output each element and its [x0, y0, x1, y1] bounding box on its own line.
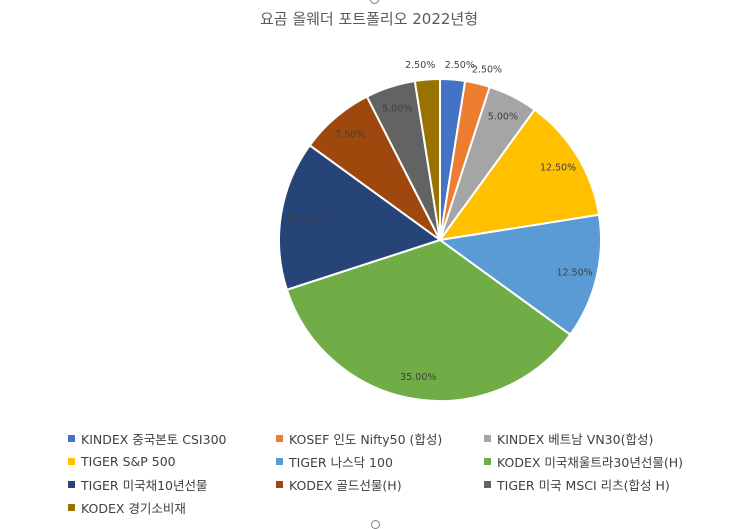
legend-label: KODEX 골드선물(H) — [289, 477, 402, 493]
legend-item: TIGER 미국채10년선물 — [68, 475, 276, 493]
slice-data-label: 12.50% — [540, 163, 576, 174]
legend-swatch — [276, 434, 283, 442]
legend-item: KOSEF 인도 Nifty50 (합성) — [276, 429, 484, 447]
selection-handle-bottom[interactable] — [371, 520, 380, 529]
chart-title: 요곰 올웨더 포트폴리오 2022년형 — [259, 10, 479, 28]
legend-item: TIGER S&P 500 — [68, 452, 276, 470]
legend-label: KINDEX 베트남 VN30(합성) — [497, 431, 654, 447]
legend-item: KINDEX 중국본토 CSI300 — [68, 429, 276, 447]
legend-label: KOSEF 인도 Nifty50 (합성) — [289, 431, 443, 447]
legend-swatch — [68, 480, 75, 488]
slice-data-label: 12.50% — [556, 267, 592, 278]
legend-swatch — [484, 480, 491, 488]
chart-legend: KINDEX 중국본토 CSI300 KOSEF 인도 Nifty50 (합성) K… — [68, 429, 728, 516]
slice-data-label: 2.50% — [472, 64, 502, 75]
legend-swatch — [68, 503, 75, 511]
pie-slice[interactable] — [413, 77, 441, 241]
legend-item: KODEX 골드선물(H) — [276, 475, 484, 493]
pie-data-labels: 2.50%2.50%5.00%12.50%12.50%35.00%15.00%7… — [285, 60, 593, 383]
slice-data-label: 5.00% — [382, 103, 412, 114]
legend-label: KINDEX 중국본토 CSI300 — [81, 431, 227, 447]
legend-swatch — [276, 480, 283, 488]
legend-label: TIGER 미국 MSCI 리츠(합성 H) — [497, 477, 670, 493]
legend-label: TIGER 미국채10년선물 — [81, 477, 208, 493]
pie-slice[interactable] — [278, 143, 443, 292]
slice-data-label: 7.50% — [335, 130, 365, 141]
legend-label: TIGER 나스닥 100 — [289, 454, 393, 470]
pie-slice[interactable] — [437, 108, 601, 242]
slice-data-label: 2.50% — [445, 60, 475, 71]
legend-label: KODEX 미국채울트라30년선물(H) — [497, 454, 683, 470]
slice-data-label: 35.00% — [400, 372, 436, 383]
legend-swatch — [484, 457, 491, 465]
legend-label: KODEX 경기소비재 — [81, 500, 186, 516]
pie-slices — [278, 77, 602, 402]
legend-swatch — [68, 457, 75, 465]
slice-data-label: 2.50% — [405, 60, 435, 71]
legend-item: KODEX 미국채울트라30년선물(H) — [484, 452, 704, 470]
legend-item: KODEX 경기소비재 — [68, 498, 276, 516]
slice-data-label: 15.00% — [285, 213, 321, 224]
legend-label: TIGER S&P 500 — [81, 453, 176, 469]
legend-item: KINDEX 베트남 VN30(합성) — [484, 429, 704, 447]
pie-slice[interactable] — [437, 213, 602, 337]
legend-item: TIGER 미국 MSCI 리츠(합성 H) — [484, 475, 704, 493]
legend-swatch — [276, 457, 283, 465]
pie-slice[interactable] — [285, 238, 572, 402]
legend-swatch — [68, 434, 75, 442]
legend-swatch — [484, 434, 491, 442]
legend-item: TIGER 나스닥 100 — [276, 452, 484, 470]
slice-data-label: 5.00% — [488, 112, 518, 123]
